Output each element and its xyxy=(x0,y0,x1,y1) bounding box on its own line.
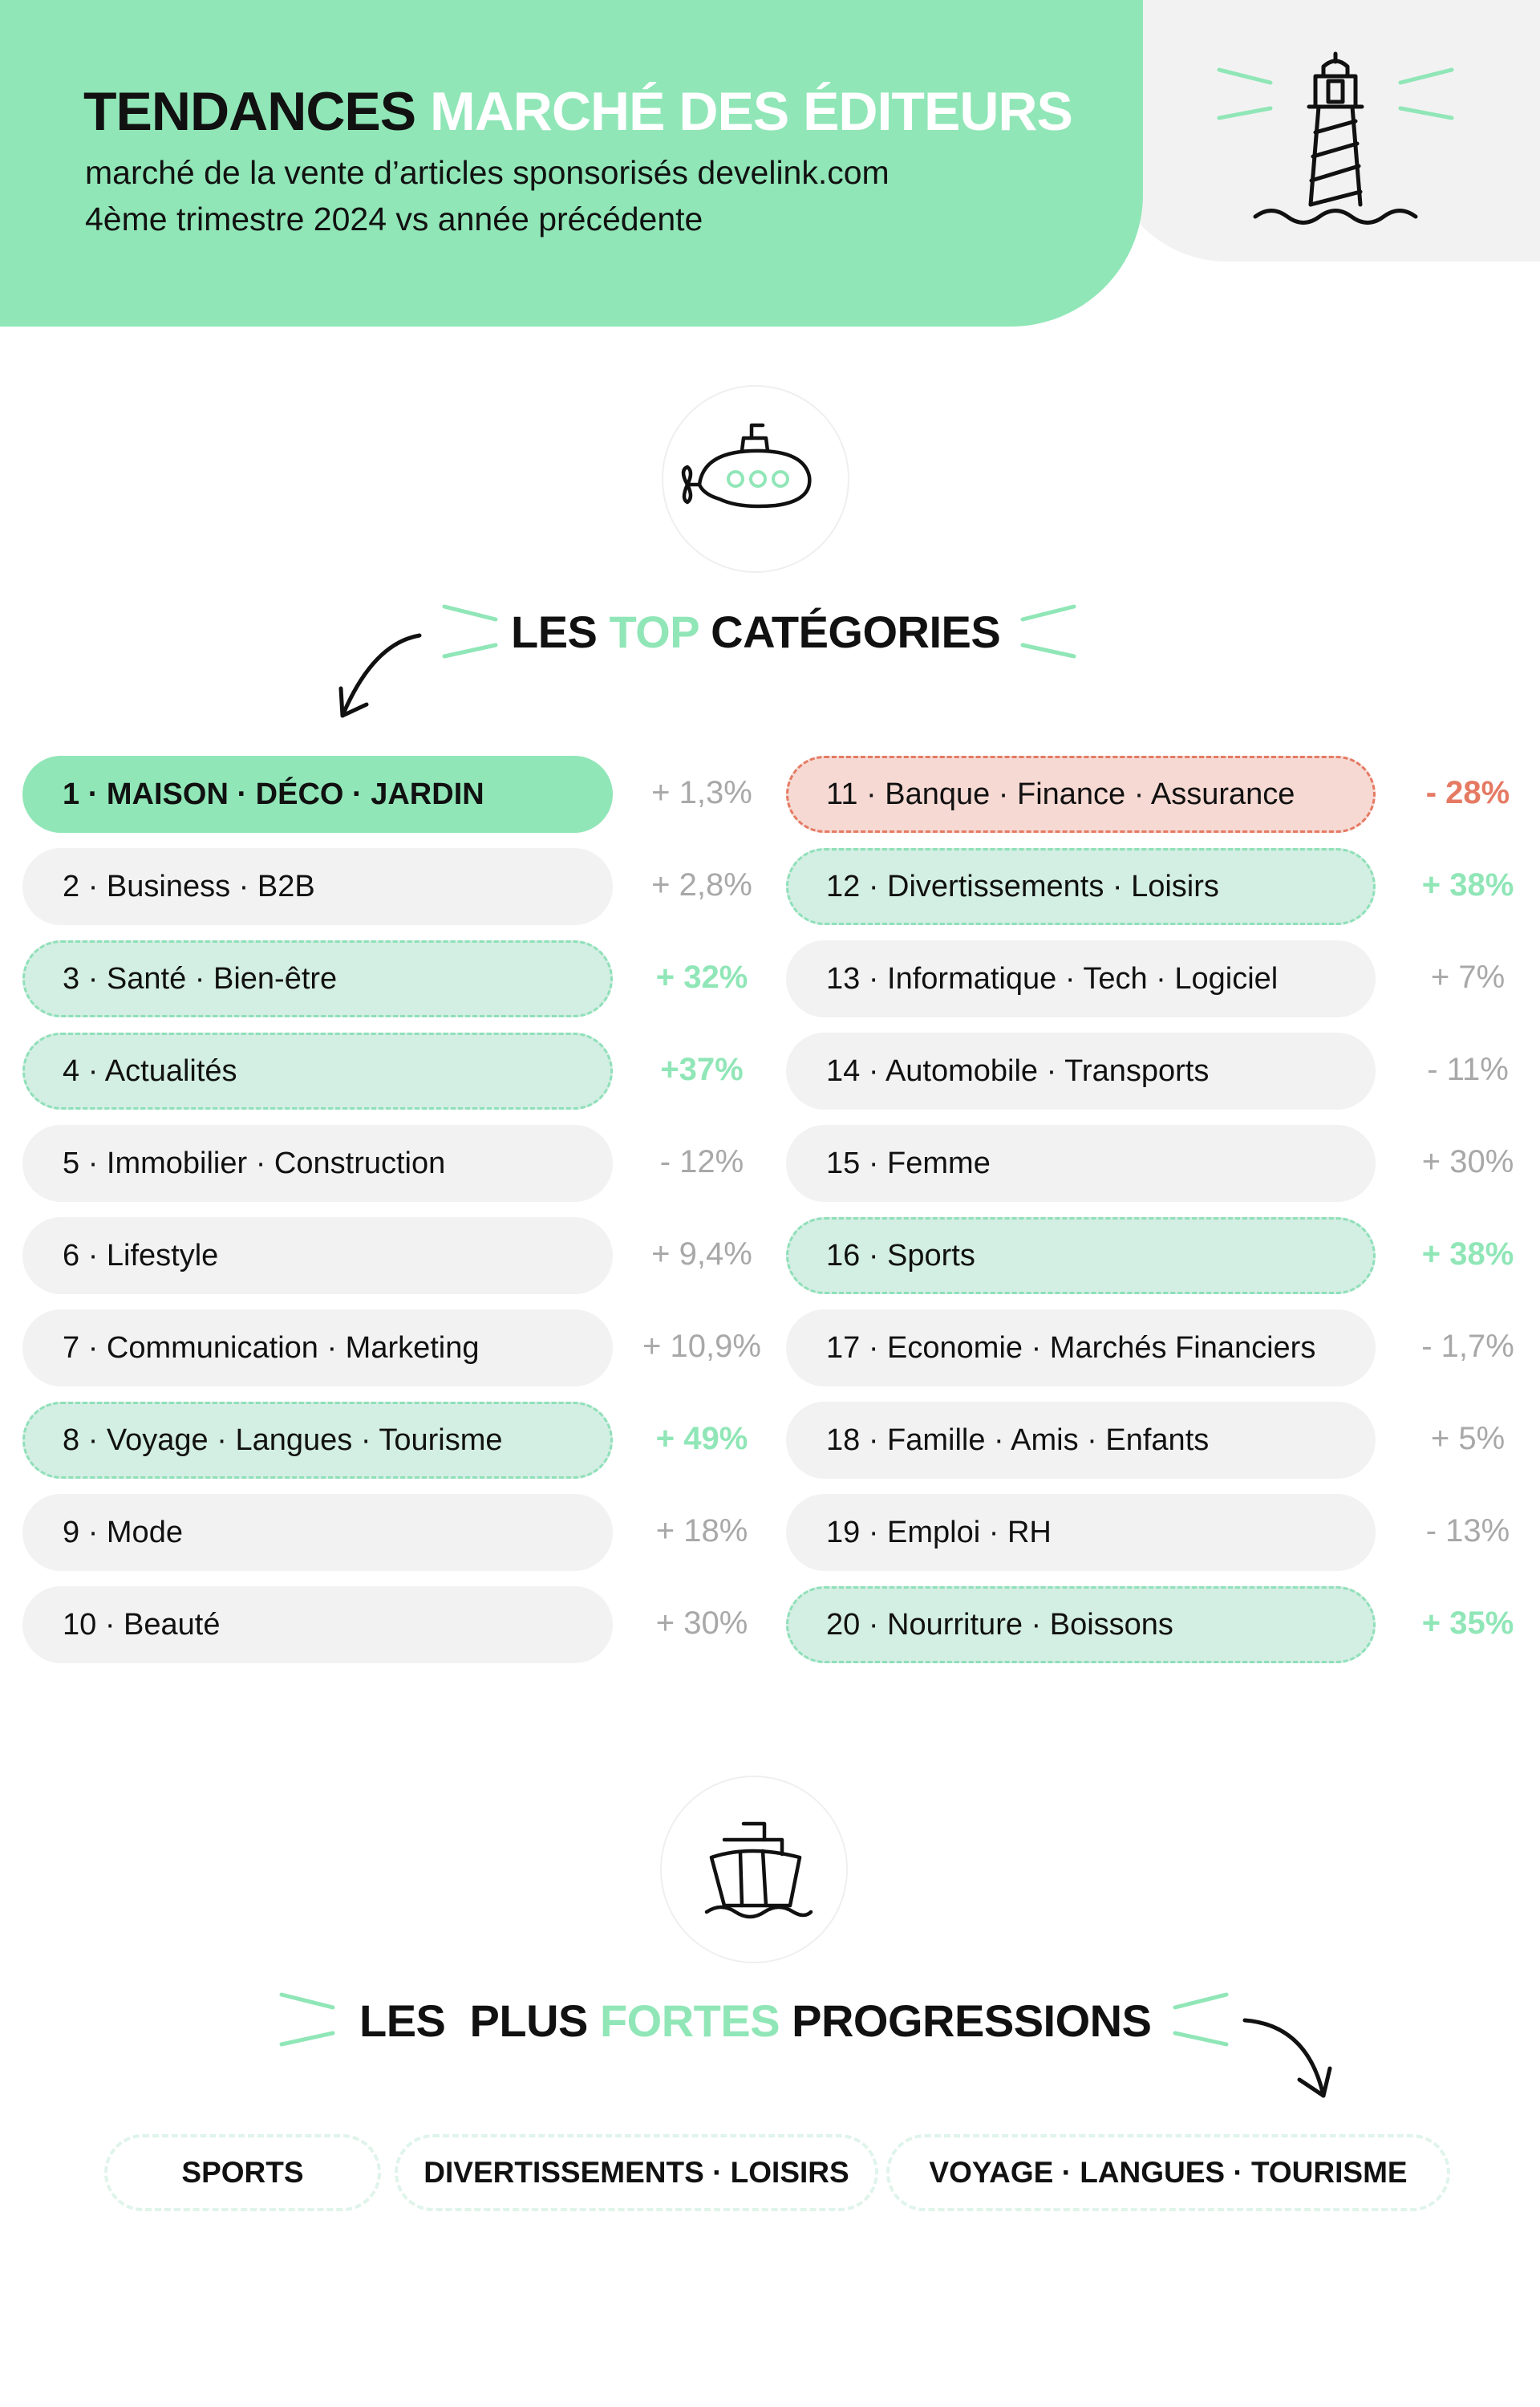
category-pill: 19 · Emploi · RH xyxy=(786,1494,1376,1571)
prog-title-highlight: FORTES xyxy=(599,1995,780,2046)
category-pill: 12 · Divertissements · Loisirs xyxy=(786,848,1376,925)
category-label: 13 · Informatique · Tech · Logiciel xyxy=(826,961,1279,996)
deco-lines-right-2-icon xyxy=(1173,1992,1229,2047)
ship-icon xyxy=(704,1821,813,1919)
category-pill: 2 · Business · B2B xyxy=(22,848,613,925)
category-change: - 13% xyxy=(1425,1513,1510,1549)
category-label: 19 · Emploi · RH xyxy=(826,1515,1052,1549)
category-pill: 3 · Santé · Bien-être xyxy=(22,940,613,1017)
category-label: 5 · Immobilier · Construction xyxy=(63,1146,446,1180)
category-label: 15 · Femme xyxy=(826,1146,991,1180)
category-change: + 7% xyxy=(1430,960,1506,995)
deco-lines-left-icon xyxy=(442,604,498,659)
category-change: + 9,4% xyxy=(651,1236,752,1272)
category-label: 4 · Actualités xyxy=(63,1053,237,1088)
category-change: + 1,3% xyxy=(651,775,752,810)
category-pill: 5 · Immobilier · Construction xyxy=(22,1125,613,1202)
category-label: 2 · Business · B2B xyxy=(63,869,315,903)
category-pill: 7 · Communication · Marketing xyxy=(22,1309,613,1386)
category-label: 12 · Divertissements · Loisirs xyxy=(826,869,1219,903)
prog-title-part2: PROGRESSIONS xyxy=(792,1995,1152,2046)
category-change: + 35% xyxy=(1421,1605,1514,1641)
curved-arrow-down-right-icon xyxy=(1242,2018,1332,2098)
category-pill: 18 · Famille · Amis · Enfants xyxy=(786,1402,1376,1479)
category-label: 8 · Voyage · Langues · Tourisme xyxy=(63,1423,503,1457)
category-pill: 20 · Nourriture · Boissons xyxy=(786,1586,1376,1663)
page-title-white: MARCHÉ DES ÉDITEURS xyxy=(430,81,1073,142)
progressions-title: LES PLUS FORTES PROGRESSIONS xyxy=(359,1995,1152,2047)
category-change: - 1,7% xyxy=(1421,1329,1514,1364)
prog-title-part1: LES PLUS xyxy=(359,1995,588,2046)
category-change: - 12% xyxy=(659,1144,744,1179)
category-pill: 8 · Voyage · Langues · Tourisme xyxy=(22,1402,613,1479)
deco-lines-left-2-icon xyxy=(279,1992,335,2047)
page-title: TENDANCES MARCHÉ DES ÉDITEURS xyxy=(83,80,1073,143)
category-change: + 38% xyxy=(1421,1236,1514,1272)
category-label: 3 · Santé · Bien-être xyxy=(63,961,338,996)
submarine-icon xyxy=(681,423,812,509)
category-change: + 49% xyxy=(655,1421,748,1456)
ship-icon-circle xyxy=(660,1776,848,1963)
category-change: + 2,8% xyxy=(651,867,752,903)
page-subtitle-line1: marché de la vente d’articles sponsorisé… xyxy=(85,154,890,191)
top-categories-title: LES TOP CATÉGORIES xyxy=(511,606,1001,658)
category-pill: 10 · Beauté xyxy=(22,1586,613,1663)
category-label: 11 · Banque · Finance · Assurance xyxy=(826,777,1295,811)
curved-arrow-down-left-icon xyxy=(338,633,422,718)
category-pill: 14 · Automobile · Transports xyxy=(786,1033,1376,1110)
category-label: 16 · Sports xyxy=(826,1238,975,1273)
category-change: + 30% xyxy=(1421,1144,1514,1179)
category-pill: 13 · Informatique · Tech · Logiciel xyxy=(786,940,1376,1017)
submarine-icon-circle xyxy=(662,385,849,573)
top-title-highlight: TOP xyxy=(609,607,699,657)
category-change: +37% xyxy=(660,1052,744,1087)
category-pill: 9 · Mode xyxy=(22,1494,613,1571)
lighthouse-icon xyxy=(1217,51,1454,225)
category-pill: 17 · Economie · Marchés Financiers xyxy=(786,1309,1376,1386)
category-change: + 18% xyxy=(655,1513,748,1549)
category-pill: 11 · Banque · Finance · Assurance xyxy=(786,756,1376,833)
chip-sports: SPORTS xyxy=(104,2134,381,2211)
category-label: 9 · Mode xyxy=(63,1515,183,1549)
top-title-part2: CATÉGORIES xyxy=(711,607,1001,657)
category-change: - 28% xyxy=(1425,775,1510,810)
category-label: 20 · Nourriture · Boissons xyxy=(826,1607,1173,1642)
category-change: + 5% xyxy=(1430,1421,1506,1456)
category-label: 14 · Automobile · Transports xyxy=(826,1053,1210,1088)
category-pill: 6 · Lifestyle xyxy=(22,1217,613,1294)
category-label: 17 · Economie · Marchés Financiers xyxy=(826,1330,1316,1365)
category-pill: 15 · Femme xyxy=(786,1125,1376,1202)
top-title-part1: LES xyxy=(511,607,598,657)
category-label: 10 · Beauté xyxy=(63,1607,221,1642)
category-label: 6 · Lifestyle xyxy=(63,1238,219,1273)
category-label: 7 · Communication · Marketing xyxy=(63,1330,480,1365)
page-subtitle-line2: 4ème trimestre 2024 vs année précédente xyxy=(85,201,703,237)
category-change: + 30% xyxy=(655,1605,748,1641)
category-pill: 4 · Actualités xyxy=(22,1033,613,1110)
category-label: 18 · Famille · Amis · Enfants xyxy=(826,1423,1210,1457)
category-change: + 10,9% xyxy=(642,1329,761,1364)
page-title-black: TENDANCES xyxy=(83,81,416,142)
category-pill: 16 · Sports xyxy=(786,1217,1376,1294)
category-change: - 11% xyxy=(1427,1052,1509,1087)
category-change: + 32% xyxy=(655,960,748,995)
category-change: + 38% xyxy=(1421,867,1514,903)
category-label: 1 · MAISON · DÉCO · JARDIN xyxy=(63,777,484,811)
chip-divertissements-loisirs: DIVERTISSEMENTS · LOISIRS xyxy=(395,2134,878,2211)
deco-lines-right-icon xyxy=(1020,604,1076,659)
header-banner xyxy=(0,0,1143,327)
category-pill: 1 · MAISON · DÉCO · JARDIN xyxy=(22,756,613,833)
chip-voyage-langues-tourisme: VOYAGE · LANGUES · TOURISME xyxy=(886,2134,1450,2211)
